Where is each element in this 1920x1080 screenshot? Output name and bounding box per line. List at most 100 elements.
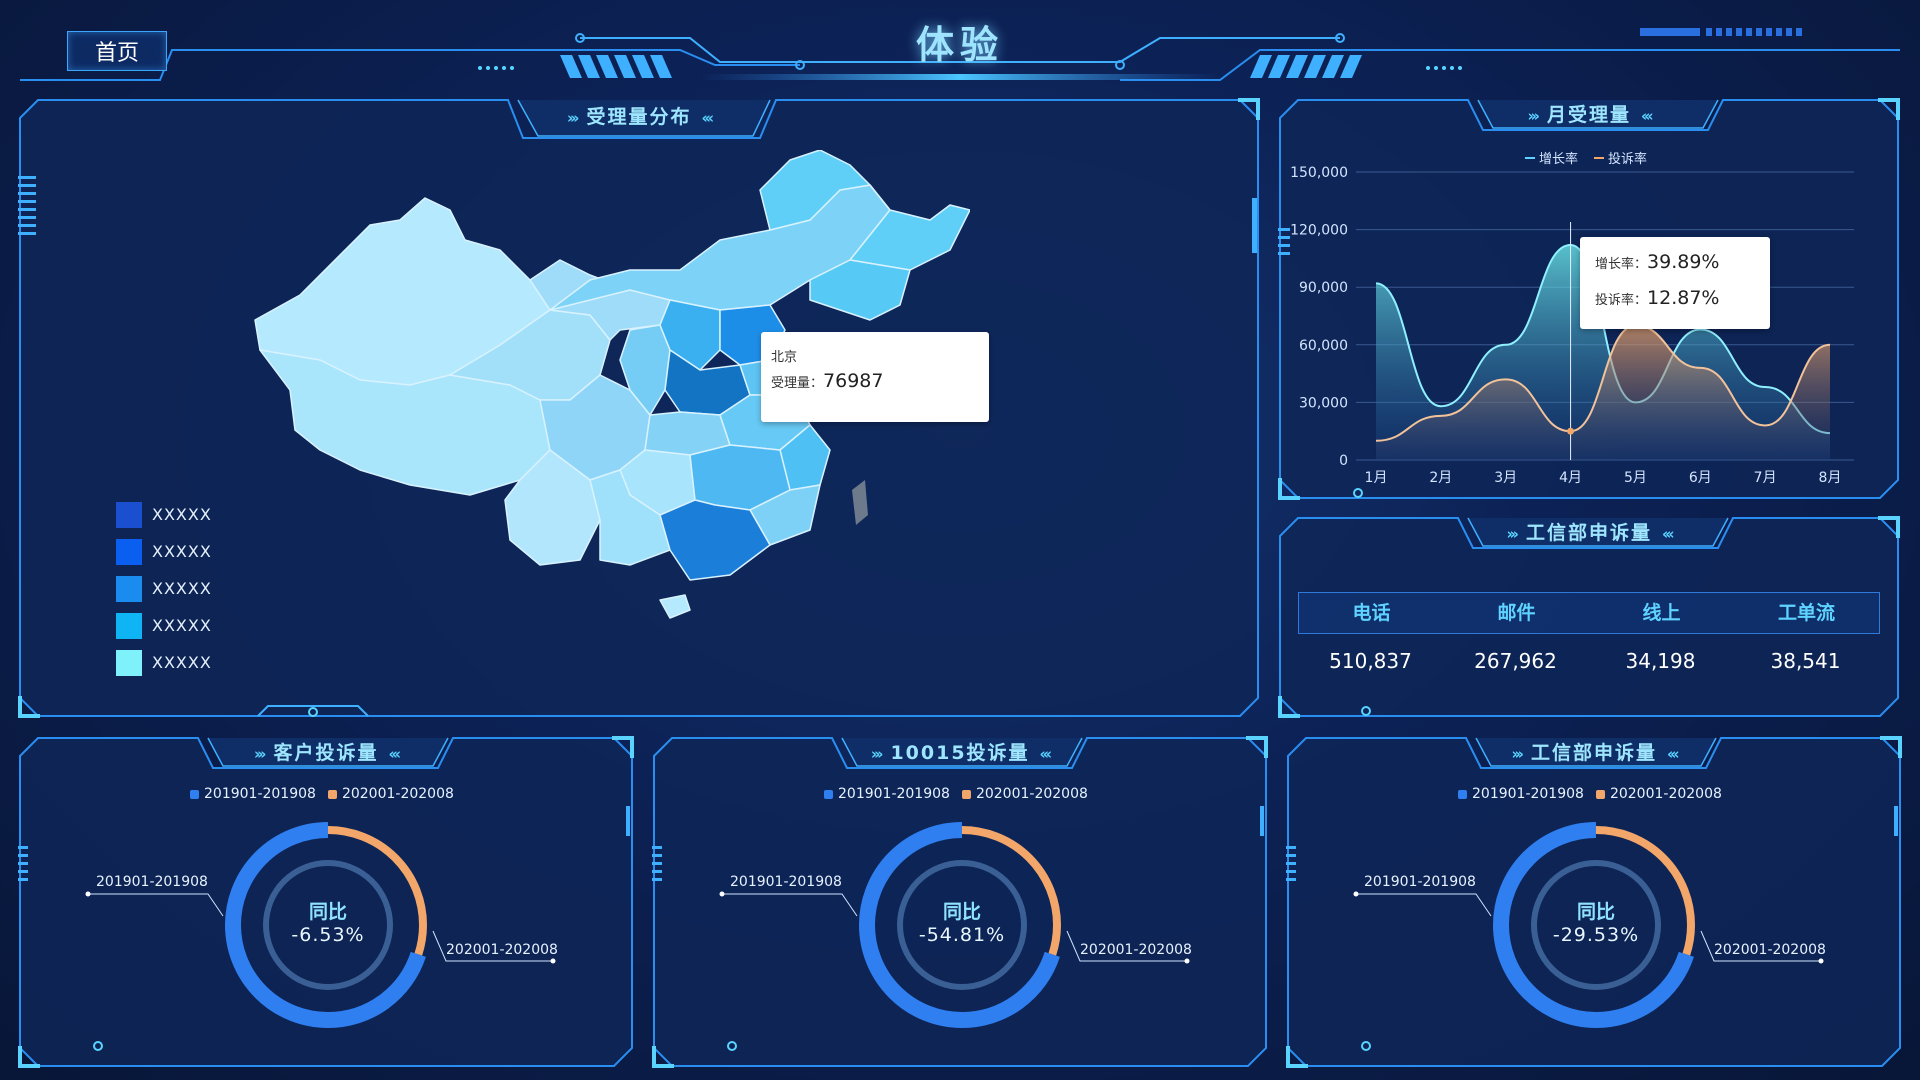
area-series-2[interactable] bbox=[1376, 325, 1830, 460]
chart-legend: 增长率 投诉率 bbox=[1525, 148, 1663, 167]
tooltip-metric-value: 76987 bbox=[823, 370, 884, 392]
legend-label: XXXXX bbox=[152, 653, 212, 672]
chart-legend-item[interactable]: 投诉率 bbox=[1594, 148, 1647, 167]
chevron-right-icon: ››› bbox=[1506, 525, 1518, 543]
tooltip-region: 北京 bbox=[771, 350, 798, 365]
crosshair-point bbox=[1567, 427, 1575, 435]
legend-label: 201901-201908 bbox=[838, 786, 950, 802]
chevron-left-icon: ‹‹‹ bbox=[701, 109, 714, 127]
donut-legend-item[interactable]: 201901-201908 bbox=[824, 786, 950, 802]
legend-swatch bbox=[116, 501, 142, 528]
donut-legend: 201901-201908 202001-202008 bbox=[190, 786, 466, 802]
y-tick-label: 120,000 bbox=[1290, 223, 1348, 239]
legend-label: XXXXX bbox=[152, 505, 212, 524]
chevron-left-icon: ‹‹‹ bbox=[1039, 745, 1052, 763]
table-header-cell: 邮件 bbox=[1497, 602, 1536, 624]
donut-legend-item[interactable]: 201901-201908 bbox=[190, 786, 316, 802]
legend-swatch bbox=[1525, 156, 1535, 159]
legend-swatch bbox=[961, 789, 971, 799]
x-tick-label: 7月 bbox=[1754, 470, 1777, 486]
panel-frame bbox=[1286, 736, 1902, 1068]
legend-label: 202001-202008 bbox=[975, 786, 1088, 802]
donut-label-b: 202001-202008 bbox=[1080, 942, 1192, 958]
miit-table-title: ››› 工信部申诉量 ‹‹‹ bbox=[1278, 516, 1900, 550]
legend-label: XXXXX bbox=[152, 542, 212, 561]
donut-legend-item[interactable]: 202001-202008 bbox=[1595, 786, 1722, 802]
x-tick-label: 2月 bbox=[1429, 470, 1452, 486]
panel-frame bbox=[652, 736, 1268, 1068]
legend-swatch bbox=[1595, 789, 1605, 799]
table-cell: 34,198 bbox=[1625, 649, 1696, 673]
chart-legend-item[interactable]: 增长率 bbox=[1525, 148, 1578, 167]
donut-leader-lines bbox=[719, 891, 1190, 964]
y-tick-label: 30,000 bbox=[1299, 395, 1348, 411]
donut-label-a: 201901-201908 bbox=[730, 874, 842, 890]
donut-panel: ››› 工信部申诉量 ‹‹‹ bbox=[1286, 736, 1902, 1068]
x-tick-label: 1月 bbox=[1365, 470, 1388, 486]
donut-chart bbox=[225, 822, 431, 1028]
map-region-yunnan bbox=[504, 449, 601, 566]
donut-center-value: -54.81% bbox=[918, 924, 1006, 946]
map-legend-item[interactable]: XXXXX bbox=[116, 570, 212, 607]
legend-swatch bbox=[116, 575, 142, 602]
legend-label: 201901-201908 bbox=[204, 786, 316, 802]
legend-swatch bbox=[116, 612, 142, 639]
y-axis: 0 30,000 60,000 90,000 120,000 150,000 bbox=[1290, 165, 1348, 469]
donut-segment-a[interactable] bbox=[225, 822, 431, 1028]
x-tick-label: 5月 bbox=[1624, 470, 1647, 486]
map-tooltip: 北京 受理量：76987 bbox=[761, 332, 989, 422]
map-legend-item[interactable]: XXXXX bbox=[116, 607, 212, 644]
legend-swatch bbox=[1458, 789, 1467, 799]
map-region-jilin-liaoning bbox=[809, 259, 911, 321]
map-region-heilongjiang bbox=[759, 150, 970, 271]
map-region-hainan bbox=[659, 594, 691, 619]
table-row: 510,837 267,962 34,198 38,541 bbox=[1298, 645, 1878, 677]
donut-inner-ring bbox=[897, 860, 1027, 990]
map-legend-item[interactable]: XXXXX bbox=[116, 496, 212, 533]
donut-center-title: 同比 bbox=[942, 901, 981, 923]
y-tick-label: 90,000 bbox=[1299, 280, 1348, 296]
legend-label: 202001-202008 bbox=[1609, 786, 1722, 802]
donut-segment-a[interactable] bbox=[1493, 822, 1699, 1028]
tooltip-complaint-value: 12.87% bbox=[1647, 287, 1720, 309]
donut-panel-title: ››› 客户投诉量 ‹‹‹ bbox=[18, 736, 634, 770]
legend-swatch bbox=[327, 789, 337, 799]
x-axis: 1月 2月 3月 4月 5月 6月 7月 8月 bbox=[1365, 470, 1842, 486]
donut-legend-item[interactable]: 201901-201908 bbox=[1458, 786, 1584, 802]
donut-center: 同比 -54.81% bbox=[892, 897, 1032, 946]
tooltip-complaint-label: 投诉率： bbox=[1595, 293, 1648, 308]
china-map bbox=[254, 150, 970, 619]
map-legend-item[interactable]: XXXXX bbox=[116, 533, 212, 570]
donut-inner-ring bbox=[1531, 860, 1661, 990]
x-tick-label: 8月 bbox=[1819, 470, 1842, 486]
donut-segment-a[interactable] bbox=[859, 822, 1065, 1028]
chart-crosshair bbox=[1567, 222, 1575, 460]
donut-chart bbox=[1493, 822, 1699, 1028]
map-region-qinghai bbox=[449, 309, 611, 401]
donut-panel: ››› 客户投诉量 ‹‹‹ bbox=[18, 736, 634, 1068]
line-series-2[interactable] bbox=[1375, 324, 1831, 442]
tooltip-row-growth: 增长率：39.89% bbox=[1595, 251, 1719, 273]
donut-panel-title-text: 10015投诉量 bbox=[890, 742, 1030, 764]
home-button[interactable]: 首页 bbox=[67, 31, 167, 71]
table-header-cell: 电话 bbox=[1352, 602, 1391, 624]
chart-tooltip: 增长率：39.89% 投诉率：12.87% bbox=[1580, 237, 1770, 329]
x-tick-label: 4月 bbox=[1559, 470, 1582, 486]
donut-legend: 201901-201908 202001-202008 bbox=[1458, 786, 1734, 802]
map-legend: XXXXX XXXXX XXXXX XXXXX XXXXX bbox=[116, 496, 212, 681]
donut-chart bbox=[859, 822, 1065, 1028]
table-header-cell: 工单流 bbox=[1777, 602, 1835, 624]
donut-legend-item[interactable]: 202001-202008 bbox=[327, 786, 454, 802]
map-legend-item[interactable]: XXXXX bbox=[116, 644, 212, 681]
table-cell: 267,962 bbox=[1474, 649, 1557, 673]
monthly-area-chart: 0 30,000 60,000 90,000 120,000 150,000 1月 2月 3月… bbox=[1290, 165, 1854, 486]
monthly-panel-title-text: 月受理量 bbox=[1546, 104, 1631, 126]
donut-panel-title-text: 客户投诉量 bbox=[273, 742, 379, 764]
legend-label: 投诉率 bbox=[1608, 152, 1648, 167]
chevron-right-icon: ››› bbox=[1511, 745, 1523, 763]
donut-legend-item[interactable]: 202001-202008 bbox=[961, 786, 1088, 802]
panel-frame bbox=[1278, 516, 1900, 718]
map-panel-title: ››› 受理量分布 ‹‹‹ bbox=[18, 98, 1260, 136]
donut-center: 同比 -6.53% bbox=[258, 897, 398, 946]
donut-panel-title: ››› 10015投诉量 ‹‹‹ bbox=[652, 736, 1268, 770]
